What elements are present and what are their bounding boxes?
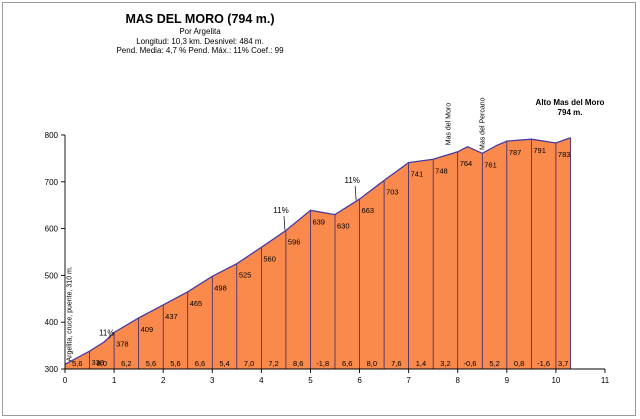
altitude-label: 663 — [362, 206, 375, 215]
gradient-label: 8,6 — [293, 359, 303, 368]
max-gradient-label: 11% — [273, 206, 288, 215]
chart-header: MAS DEL MORO (794 m.) Por Argelita Longi… — [100, 12, 300, 56]
gradient-label: -1,6 — [537, 359, 550, 368]
x-tick-label: 1 — [112, 376, 117, 385]
altitude-label: 787 — [509, 148, 522, 157]
gradient-label: 8,0 — [367, 359, 377, 368]
gradient-label: 3,7 — [558, 359, 568, 368]
x-tick-label: 4 — [259, 376, 264, 385]
y-tick-label: 500 — [45, 271, 59, 280]
gradient-label: 8,0 — [97, 359, 107, 368]
max-gradient-label: 11% — [344, 176, 359, 185]
altitude-label: 639 — [312, 217, 325, 226]
gradient-label: 5,6 — [146, 359, 156, 368]
altitude-label: 783 — [558, 150, 571, 159]
chart-info-line-2: Pend. Media: 4,7 % Pend. Máx.: 11% Coef.… — [116, 46, 284, 55]
altitude-label: 630 — [337, 222, 350, 231]
gradient-label: 5,6 — [170, 359, 180, 368]
max-gradient-label: 11% — [99, 328, 114, 337]
altitude-label: 378 — [116, 339, 129, 348]
summit-label: Alto Mas del Moro 794 m. — [520, 98, 620, 118]
waypoint-label: Mas del Percano — [480, 97, 487, 150]
y-tick-label: 800 — [45, 131, 59, 140]
altitude-label: 338 — [92, 358, 105, 367]
gradient-label: -1,8 — [316, 359, 329, 368]
max-gradient-leader — [283, 216, 286, 231]
altitude-label: 761 — [484, 160, 497, 169]
x-tick-label: 7 — [406, 376, 411, 385]
x-tick-label: 10 — [551, 376, 560, 385]
elevation-line — [64, 137, 571, 365]
gradient-label: 7,2 — [268, 359, 278, 368]
altitude-label: 465 — [190, 299, 203, 308]
waypoint-label: Argelita, cruce, puente, 310 m. — [66, 266, 73, 361]
chart-info-line-1: Longitud: 10,3 km. Desnivel: 484 m. — [136, 36, 264, 46]
x-tick-label: 9 — [505, 376, 510, 385]
waypoint-label: Mas del Moro — [445, 103, 452, 146]
gradient-label: 6,6 — [195, 359, 205, 368]
altitude-label: 498 — [214, 283, 227, 292]
chart-subtitle: Por Argelita — [179, 27, 221, 36]
y-tick-label: 600 — [45, 225, 59, 234]
altitude-label: 703 — [386, 187, 399, 196]
max-gradient-leader — [109, 334, 111, 339]
y-tick-label: 400 — [45, 318, 59, 327]
gradient-label: 5,4 — [219, 359, 229, 368]
altitude-label: 437 — [165, 312, 178, 321]
x-tick-label: 0 — [63, 376, 68, 385]
gradient-label: 3,2 — [440, 359, 450, 368]
altitude-label: 560 — [263, 254, 276, 263]
x-tick-label: 2 — [161, 376, 166, 385]
gradient-label: 5,2 — [489, 359, 499, 368]
y-tick-label: 700 — [45, 178, 59, 187]
gradient-label: 7,6 — [391, 359, 401, 368]
x-tick-label: 8 — [456, 376, 461, 385]
elevation-area — [65, 137, 571, 369]
summit-name: Alto Mas del Moro — [535, 98, 605, 107]
altitude-label: 409 — [141, 325, 154, 334]
y-tick-label: 300 — [45, 365, 59, 374]
altitude-label: 748 — [435, 166, 448, 175]
gradient-label: -0,6 — [464, 359, 477, 368]
chart-title: MAS DEL MORO (794 m.) — [125, 12, 275, 26]
gradient-label: 0,8 — [514, 359, 524, 368]
x-tick-label: 6 — [357, 376, 362, 385]
gradient-label: 6,6 — [342, 359, 352, 368]
x-tick-label: 5 — [308, 376, 313, 385]
altitude-label: 791 — [533, 146, 546, 155]
altitude-label: 741 — [411, 170, 424, 179]
altitude-label: 764 — [460, 159, 473, 168]
gradient-label: 7,0 — [244, 359, 254, 368]
x-tick-label: 11 — [601, 376, 610, 385]
gradient-label: 6,2 — [121, 359, 131, 368]
gradient-label: 5,6 — [72, 359, 82, 368]
summit-altitude: 794 m. — [557, 108, 583, 117]
max-gradient-leader — [354, 186, 357, 201]
gradient-label: 1,4 — [416, 359, 426, 368]
altitude-label: 525 — [239, 271, 252, 280]
x-tick-label: 3 — [210, 376, 215, 385]
altitude-label: 596 — [288, 237, 301, 246]
